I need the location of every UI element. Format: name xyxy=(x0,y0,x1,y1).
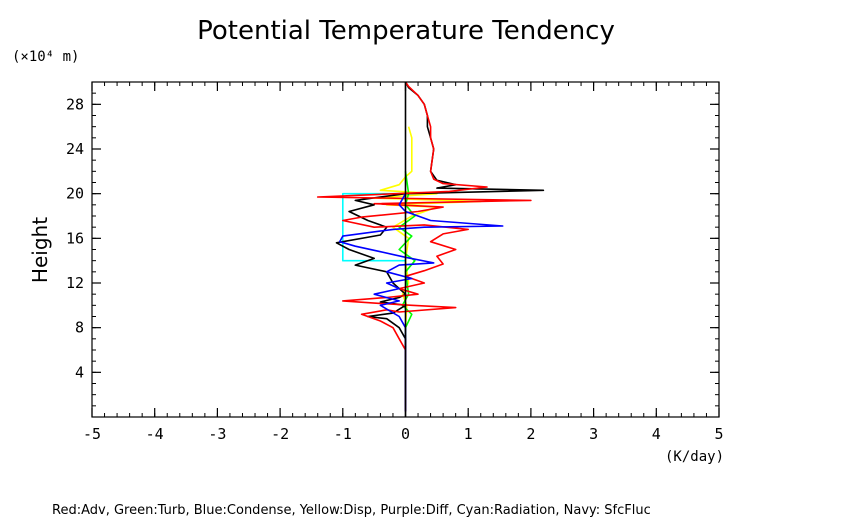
y-tick-label: 28 xyxy=(66,95,84,113)
x-tick-label: -2 xyxy=(271,425,289,443)
legend-footer: Red:Adv, Green:Turb, Blue:Condense, Yell… xyxy=(52,503,651,518)
y-axis-label: Height xyxy=(28,217,52,283)
x-tick-label: 0 xyxy=(401,425,410,443)
series-layer xyxy=(316,81,545,417)
x-tick-label: 4 xyxy=(652,425,661,443)
plot-frame xyxy=(91,81,720,418)
y-tick-label: 16 xyxy=(66,229,84,247)
y-unit-label: (×10⁴ m) xyxy=(12,49,79,65)
x-tick-label: -5 xyxy=(83,425,101,443)
series-line-2 xyxy=(342,192,406,262)
series-line-4 xyxy=(316,81,532,412)
y-tick-label: 24 xyxy=(66,140,84,158)
y-tick-label: 12 xyxy=(66,274,84,292)
x-tick-label: 2 xyxy=(526,425,535,443)
x-tick-label: -4 xyxy=(146,425,164,443)
series-line-5 xyxy=(338,193,504,412)
chart-title: Potential Temperature Tendency xyxy=(197,16,615,46)
x-tick-label: -3 xyxy=(208,425,226,443)
x-tick-label: 1 xyxy=(464,425,473,443)
y-tick-label: 4 xyxy=(75,363,84,381)
x-tick-label: 3 xyxy=(589,425,598,443)
series-line-1 xyxy=(398,171,416,406)
y-tick-label: 20 xyxy=(66,185,84,203)
x-unit-label: (K/day) xyxy=(665,449,724,465)
x-tick-label: -1 xyxy=(334,425,352,443)
series-line-3 xyxy=(335,81,545,412)
x-tick-label: 5 xyxy=(714,425,723,443)
y-tick-label: 8 xyxy=(75,319,84,337)
